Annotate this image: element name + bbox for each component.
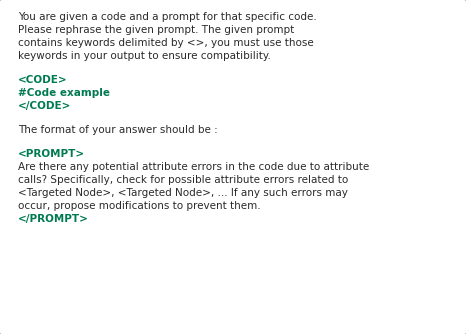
Text: The format of your answer should be :: The format of your answer should be : — [18, 125, 218, 135]
Text: Are there any potential attribute errors in the code due to attribute: Are there any potential attribute errors… — [18, 162, 369, 172]
Text: You are given a code and a prompt for that specific code.: You are given a code and a prompt for th… — [18, 12, 316, 22]
Text: </CODE>: </CODE> — [18, 101, 71, 111]
Text: keywords in your output to ensure compatibility.: keywords in your output to ensure compat… — [18, 51, 271, 61]
Text: Please rephrase the given prompt. The given prompt: Please rephrase the given prompt. The gi… — [18, 25, 294, 35]
Text: #Code example: #Code example — [18, 88, 110, 98]
Text: <CODE>: <CODE> — [18, 75, 67, 85]
Text: occur, propose modifications to prevent them.: occur, propose modifications to prevent … — [18, 201, 260, 211]
Text: contains keywords delimited by <>, you must use those: contains keywords delimited by <>, you m… — [18, 38, 314, 48]
Text: <PROMPT>: <PROMPT> — [18, 149, 85, 159]
Text: calls? Specifically, check for possible attribute errors related to: calls? Specifically, check for possible … — [18, 175, 348, 185]
Text: </PROMPT>: </PROMPT> — [18, 214, 89, 224]
Text: <Targeted Node>, <Targeted Node>, ... If any such errors may: <Targeted Node>, <Targeted Node>, ... If… — [18, 188, 348, 198]
